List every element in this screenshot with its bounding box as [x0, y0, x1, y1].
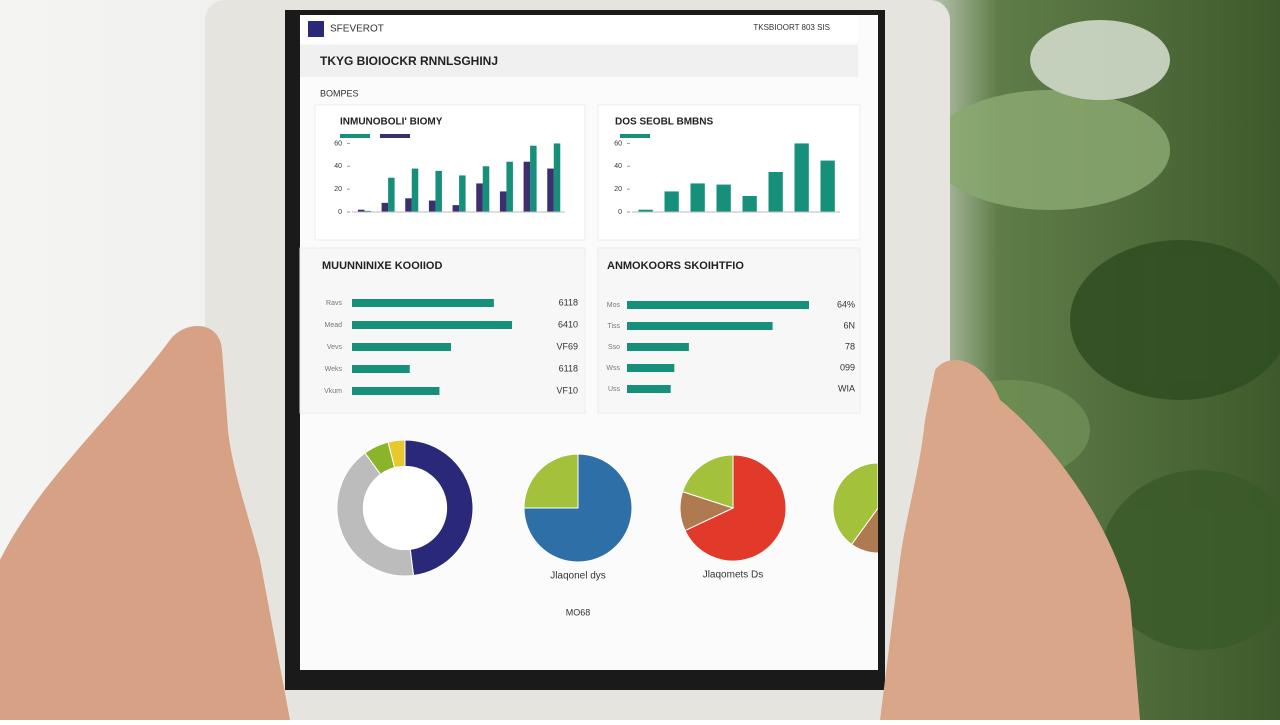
bar-label: 099 — [840, 362, 855, 372]
donut-hole — [362, 465, 448, 551]
bar — [742, 196, 757, 212]
bar — [547, 168, 554, 212]
top-bar — [300, 15, 858, 43]
bar — [506, 161, 513, 212]
chart-title: MUUNNINIXE KOOIIOD — [322, 260, 442, 272]
bar — [768, 172, 783, 212]
y-tick-label: 60 — [334, 140, 342, 147]
y-tick-label: 40 — [614, 163, 622, 170]
chart-title: DOS SEOBL BMBNS — [615, 117, 713, 128]
bar — [364, 210, 371, 212]
bar — [716, 184, 731, 212]
panel — [299, 247, 586, 414]
bar-label: 64% — [837, 299, 855, 309]
panel — [314, 104, 586, 241]
bar — [352, 343, 451, 351]
bar — [530, 145, 537, 212]
pie-slice — [681, 454, 734, 509]
section-label: BOMPES — [320, 88, 359, 98]
legend-swatch — [620, 134, 650, 138]
bar — [428, 200, 436, 212]
bar — [452, 205, 460, 212]
bar — [388, 177, 395, 212]
bar — [820, 160, 835, 212]
bar-label: VF10 — [556, 385, 578, 395]
bar — [411, 168, 419, 212]
bar — [523, 161, 531, 212]
bar — [627, 343, 689, 351]
y-tick-label: Weks — [325, 366, 343, 373]
subtitle: MO68 — [566, 607, 591, 617]
y-tick-label: Sso — [608, 344, 620, 351]
panel — [597, 104, 861, 241]
bar-label: 78 — [845, 341, 855, 351]
pie-slice — [832, 462, 878, 546]
account[interactable]: TKSBIOORT 803 SIS — [753, 23, 830, 32]
bar — [405, 198, 412, 212]
pie-slice — [684, 454, 787, 562]
legend-swatch — [340, 134, 370, 138]
y-tick-label: Tiss — [607, 323, 620, 330]
y-tick-label: 60 — [614, 140, 622, 147]
bar — [381, 202, 389, 212]
y-tick-label: 40 — [334, 163, 342, 170]
bar — [627, 301, 809, 309]
bar — [482, 166, 490, 212]
bar — [352, 387, 440, 395]
brand: SFEVEROT — [330, 24, 384, 35]
y-tick-label: Wss — [606, 365, 620, 372]
y-tick-label: 0 — [338, 209, 342, 216]
logo — [308, 21, 324, 37]
bar — [690, 183, 705, 212]
chart-title: ANMOKOORS SKOIHTFIO — [607, 260, 744, 272]
y-tick-label: Uss — [608, 386, 621, 393]
bar — [553, 143, 561, 212]
bar — [794, 143, 809, 212]
right-hand — [880, 360, 1140, 720]
bar — [352, 321, 513, 329]
bar — [664, 191, 679, 212]
y-tick-label: Vevs — [327, 344, 343, 351]
chart-title: INMUNOBOLI' BIOMY — [340, 117, 443, 128]
pie-slice — [523, 453, 579, 509]
bar-label: 6410 — [558, 319, 578, 329]
bar — [627, 385, 671, 393]
bar — [476, 183, 483, 212]
y-tick-label: Vkum — [324, 388, 342, 395]
y-tick-label: 20 — [614, 186, 622, 193]
bar-label: 6118 — [559, 363, 578, 373]
bar-label: WIA — [838, 383, 855, 393]
plant — [930, 20, 1280, 650]
y-tick-label: Mos — [607, 302, 621, 309]
bar — [499, 191, 507, 212]
y-tick-label: 20 — [334, 186, 342, 193]
bar — [352, 365, 410, 373]
bar — [459, 175, 466, 212]
bar — [627, 322, 773, 330]
caption: Jlaqomets Ds — [703, 570, 764, 581]
y-tick-label: Mead — [324, 322, 342, 329]
bar — [352, 299, 494, 307]
bar — [638, 209, 653, 212]
bar — [435, 170, 442, 212]
bar — [357, 209, 365, 212]
y-tick-label: 0 — [618, 209, 622, 216]
left-hand — [0, 326, 290, 720]
bar-label: 6118 — [559, 297, 578, 307]
charts: INMUNOBOLI' BIOMY 0 20 40 60 DOS SEOBL BMBNS 0… — [322, 117, 878, 617]
bar — [627, 364, 675, 372]
bar-label: VF69 — [556, 341, 578, 351]
bar-label: 6N — [843, 320, 855, 330]
y-tick-label: Ravs — [326, 300, 342, 307]
caption: Jlaqonel dys — [550, 571, 606, 582]
page-title: TKYG BIOIOCKR RNNLSGHINJ — [320, 54, 498, 68]
legend-swatch — [380, 134, 410, 138]
title-bar — [300, 45, 858, 77]
